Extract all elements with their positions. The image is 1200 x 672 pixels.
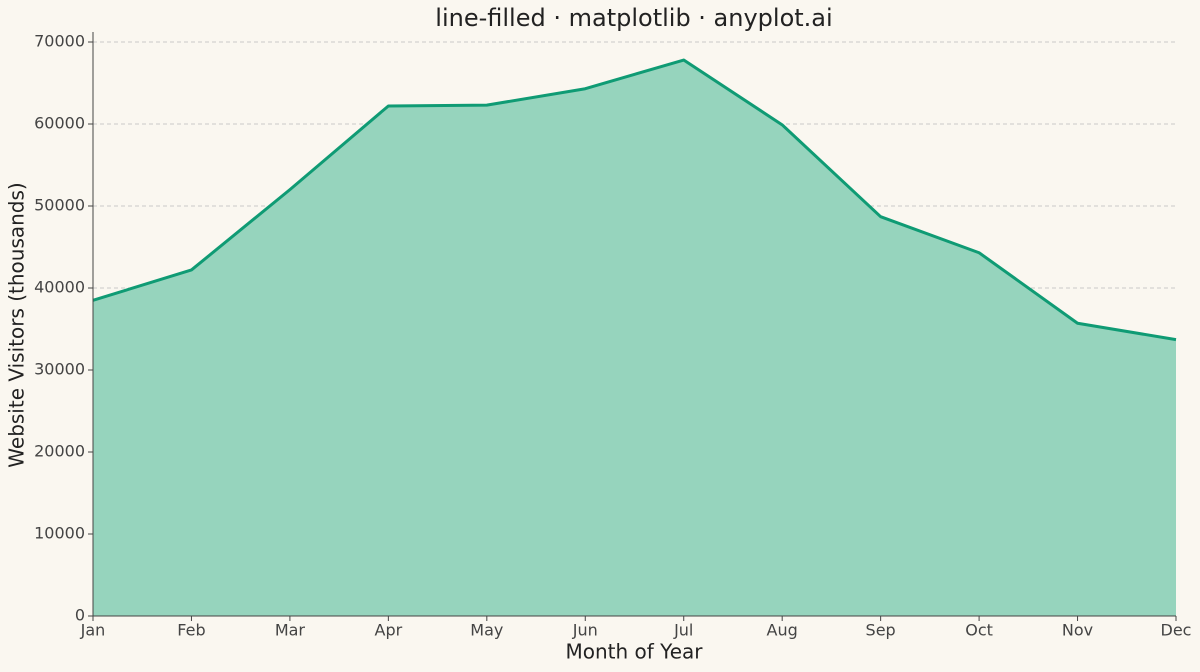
x-tick-label: Aug bbox=[767, 621, 798, 640]
x-tick-label: May bbox=[470, 621, 503, 640]
x-tick-label: Jan bbox=[80, 621, 106, 640]
y-tick-label: 60000 bbox=[34, 114, 85, 133]
y-axis-label: Website Visitors (thousands) bbox=[5, 182, 29, 467]
y-tick-label: 40000 bbox=[34, 278, 85, 297]
x-tick-label: Dec bbox=[1161, 621, 1192, 640]
y-tick-label: 50000 bbox=[34, 196, 85, 215]
x-tick-label: Oct bbox=[965, 621, 993, 640]
x-tick-label: Sep bbox=[866, 621, 896, 640]
x-axis-label: Month of Year bbox=[565, 640, 703, 664]
x-tick-label: Apr bbox=[375, 621, 403, 640]
x-tick-label: Feb bbox=[177, 621, 205, 640]
y-tick-label: 20000 bbox=[34, 442, 85, 461]
y-tick-label: 0 bbox=[75, 606, 85, 625]
line bbox=[92, 58, 1177, 342]
area-fill bbox=[93, 60, 1176, 617]
chart-title: line-filled · matplotlib · anyplot.ai bbox=[435, 4, 832, 32]
y-tick-label: 10000 bbox=[34, 524, 85, 543]
x-tick-label: Jul bbox=[673, 621, 693, 640]
y-tick-label: 30000 bbox=[34, 360, 85, 379]
x-tick-label: Nov bbox=[1062, 621, 1093, 640]
x-tick-label: Jun bbox=[572, 621, 598, 640]
x-tick-label: Mar bbox=[275, 621, 306, 640]
y-tick-label: 70000 bbox=[34, 32, 85, 51]
